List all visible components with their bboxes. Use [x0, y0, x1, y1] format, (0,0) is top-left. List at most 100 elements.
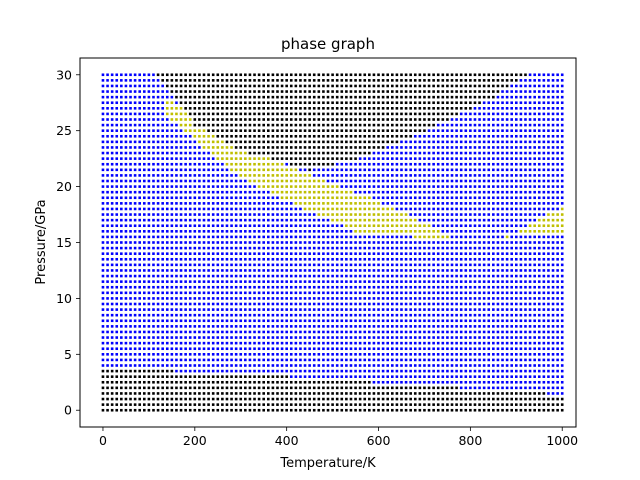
- data-point: [308, 207, 311, 211]
- data-point: [446, 408, 449, 412]
- data-point: [294, 241, 298, 244]
- data-point: [188, 134, 192, 138]
- data-point: [345, 190, 348, 194]
- data-point: [110, 330, 114, 334]
- data-point: [207, 263, 210, 267]
- data-point: [170, 90, 174, 93]
- data-point: [143, 347, 146, 351]
- data-point: [331, 179, 334, 183]
- data-point: [271, 129, 275, 132]
- data-point: [469, 84, 472, 88]
- data-point: [459, 285, 463, 289]
- data-point: [455, 246, 458, 250]
- data-point: [170, 392, 174, 395]
- data-point: [211, 308, 215, 311]
- data-point: [165, 353, 169, 356]
- data-point: [299, 380, 302, 384]
- data-point: [165, 207, 169, 211]
- data-point: [253, 123, 256, 127]
- data-point: [152, 190, 155, 194]
- data-point: [331, 246, 334, 250]
- data-point: [207, 285, 210, 289]
- data-point: [188, 224, 192, 228]
- data-point: [441, 369, 445, 373]
- data-point: [285, 235, 288, 239]
- data-point: [124, 308, 128, 311]
- data-point: [248, 330, 252, 334]
- data-point: [386, 112, 389, 116]
- data-point: [404, 353, 408, 356]
- data-point: [381, 380, 385, 384]
- data-point: [276, 341, 279, 345]
- data-point: [202, 336, 206, 339]
- data-point: [427, 241, 431, 244]
- data-point: [312, 252, 316, 255]
- data-point: [101, 235, 105, 239]
- data-point: [133, 190, 137, 194]
- data-point: [450, 185, 454, 188]
- data-point: [193, 134, 197, 138]
- data-point: [317, 140, 321, 144]
- data-point: [193, 403, 197, 406]
- data-point: [202, 235, 206, 239]
- data-point: [345, 274, 348, 278]
- data-point: [221, 196, 224, 200]
- data-point: [441, 257, 445, 261]
- data-point: [409, 224, 412, 228]
- data-point: [280, 101, 284, 105]
- data-point: [289, 280, 293, 283]
- data-point: [207, 408, 210, 412]
- data-point: [418, 129, 422, 132]
- data-point: [198, 196, 201, 200]
- data-point: [133, 263, 137, 267]
- data-point: [253, 90, 256, 93]
- data-point: [427, 364, 431, 367]
- data-point: [418, 291, 422, 295]
- data-point: [267, 347, 270, 351]
- data-point: [423, 218, 426, 222]
- data-point: [156, 146, 160, 149]
- data-point: [198, 123, 201, 127]
- data-point: [165, 313, 169, 317]
- data-point: [349, 408, 353, 412]
- data-point: [234, 129, 238, 132]
- data-point: [432, 235, 435, 239]
- data-point: [335, 308, 339, 311]
- data-point: [156, 207, 160, 211]
- data-point: [276, 185, 279, 188]
- data-point: [161, 302, 164, 306]
- data-point: [234, 134, 238, 138]
- data-point: [221, 112, 224, 116]
- data-point: [110, 146, 114, 149]
- data-point: [143, 386, 146, 390]
- data-point: [427, 297, 431, 300]
- data-point: [436, 330, 440, 334]
- data-point: [120, 90, 123, 93]
- data-point: [280, 90, 284, 93]
- data-point: [179, 174, 183, 177]
- data-point: [175, 386, 178, 390]
- data-point: [285, 403, 288, 406]
- data-point: [326, 123, 330, 127]
- data-point: [138, 274, 141, 278]
- data-point: [115, 224, 119, 228]
- data-point: [413, 302, 417, 306]
- data-point: [432, 84, 435, 88]
- data-point: [124, 358, 128, 362]
- data-point: [308, 364, 311, 367]
- data-point: [188, 246, 192, 250]
- data-point: [276, 353, 279, 356]
- data-point: [239, 369, 243, 373]
- data-point: [285, 218, 288, 222]
- data-point: [423, 213, 426, 216]
- data-point: [363, 190, 367, 194]
- data-point: [312, 336, 316, 339]
- data-point: [322, 241, 325, 244]
- data-point: [285, 252, 288, 255]
- data-point: [188, 358, 192, 362]
- data-point: [418, 179, 422, 183]
- data-point: [464, 123, 468, 127]
- data-point: [285, 308, 288, 311]
- data-point: [175, 336, 178, 339]
- data-point: [230, 285, 233, 289]
